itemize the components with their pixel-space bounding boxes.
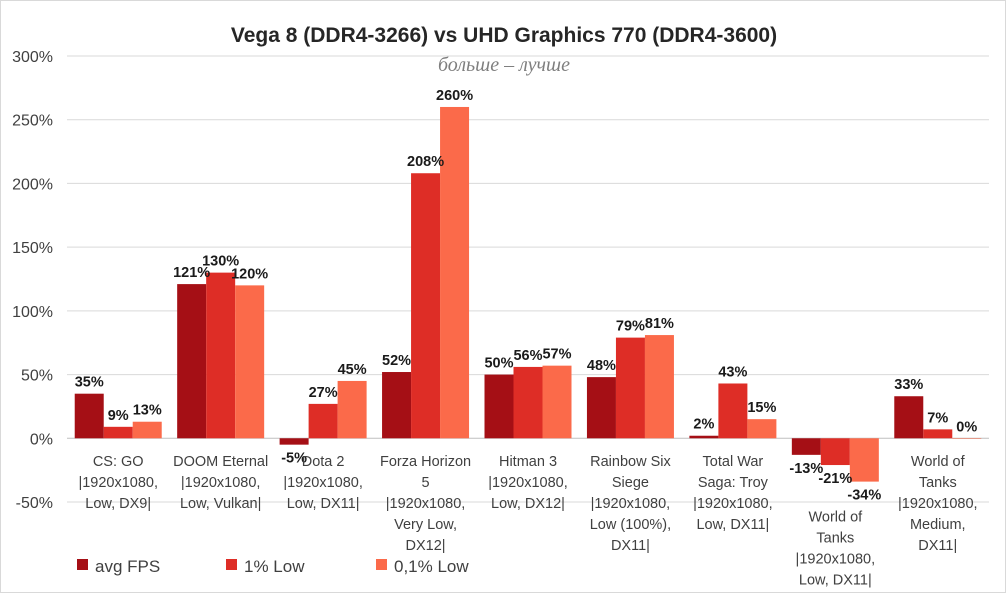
bar: [513, 366, 543, 439]
data-label: 43%: [718, 364, 747, 380]
legend: avg FPS 1% Low 0,1% Low: [77, 557, 469, 576]
data-label: 50%: [484, 356, 513, 372]
x-category-label: CS: GO |1920x1080, Low, DX9|: [78, 454, 158, 512]
bar: [411, 173, 441, 439]
chart-title: Vega 8 (DDR4-3266) vs UHD Graphics 770 (…: [231, 24, 777, 47]
data-label: 2%: [693, 417, 714, 433]
y-tick-label: 200%: [12, 176, 53, 193]
bar: [542, 365, 572, 439]
bar: [791, 438, 821, 455]
y-tick-label: 250%: [12, 113, 53, 130]
data-label: 35%: [75, 375, 104, 391]
data-label: -5%: [281, 451, 307, 467]
data-label: 33%: [894, 377, 923, 393]
data-label: -34%: [847, 488, 881, 504]
data-label: 13%: [133, 403, 162, 419]
legend-item: avg FPS: [77, 557, 160, 576]
bar: [206, 272, 236, 439]
bar: [132, 421, 162, 439]
legend-swatch: [77, 559, 88, 570]
legend-label: 1% Low: [244, 557, 305, 576]
y-tick-label: 0%: [30, 431, 53, 448]
y-tick-label: 300%: [12, 49, 53, 66]
x-category-label: Forza Horizon 5 |1920x1080, Very Low, DX12|: [380, 454, 471, 554]
data-label: 45%: [338, 362, 367, 378]
bar: [586, 377, 616, 439]
data-label: 0%: [956, 419, 977, 435]
legend-item: 1% Low: [226, 557, 305, 576]
legend-swatch: [226, 559, 237, 570]
bar: [440, 106, 470, 439]
data-label: 130%: [202, 254, 239, 270]
x-category-label: Total War Saga: Troy |1920x1080, Low, DX11|: [693, 454, 773, 533]
y-tick-label: -50%: [16, 495, 53, 512]
bar: [615, 337, 645, 439]
bar: [820, 438, 850, 466]
bar: [382, 372, 412, 439]
legend-label: 0,1% Low: [394, 557, 469, 576]
bar: [337, 380, 367, 439]
bar: [103, 426, 133, 439]
x-category-label: Rainbow Six Siege |1920x1080, Low (100%), DX…: [590, 454, 672, 554]
data-label: 79%: [616, 319, 645, 335]
data-label: 48%: [587, 358, 616, 374]
data-label: -13%: [789, 461, 823, 477]
data-label: 81%: [645, 316, 674, 332]
bar: [718, 383, 748, 439]
data-label: 27%: [309, 385, 338, 401]
bar: [177, 284, 207, 439]
legend-label: avg FPS: [95, 557, 160, 576]
x-category-label: Dota 2 |1920x1080, Low, DX11|: [283, 454, 363, 512]
bar: [952, 438, 982, 439]
chart-subtitle: больше – лучше: [438, 54, 570, 76]
x-axis-category-labels: CS: GO |1920x1080, Low, DX9| DOOM Eternal |1…: [78, 454, 977, 589]
bar: [308, 403, 338, 439]
x-category-label: World of Tanks |1920x1080, Medium, DX11|: [898, 454, 978, 554]
bar: [279, 438, 309, 445]
bar: [689, 435, 719, 439]
bar: [747, 419, 777, 439]
bar: [235, 285, 265, 439]
legend-item: 0,1% Low: [376, 557, 469, 576]
y-axis-tick-labels: -50% 0% 50% 100% 150% 200% 250% 300%: [12, 49, 53, 512]
data-label: -21%: [818, 471, 852, 487]
x-category-label: DOOM Eternal |1920x1080, Low, Vulkan|: [173, 454, 268, 512]
data-label: 120%: [231, 266, 268, 282]
bar: [74, 393, 104, 439]
data-label: 57%: [542, 347, 571, 363]
data-label: 56%: [513, 348, 542, 364]
legend-swatch: [376, 559, 387, 570]
bar: [644, 335, 674, 439]
y-tick-label: 150%: [12, 240, 53, 257]
bar: [923, 429, 953, 439]
bar: [894, 396, 924, 439]
data-labels: 35% 9% 13% 121%130%120% -5% 27%45% 52% 208% 260%…: [75, 88, 978, 504]
bar: [849, 438, 879, 482]
y-tick-label: 100%: [12, 304, 53, 321]
data-label: 7%: [927, 410, 948, 426]
bar: [484, 374, 514, 439]
x-category-label: Hitman 3 |1920x1080, Low, DX12|: [488, 454, 568, 512]
bars: [74, 106, 982, 482]
data-label: 121%: [173, 265, 210, 281]
data-label: 208%: [407, 154, 444, 170]
data-label: 9%: [108, 408, 129, 424]
data-label: 15%: [747, 400, 776, 416]
y-tick-label: 50%: [21, 368, 53, 385]
data-label: 260%: [436, 88, 473, 104]
x-category-label: World of Tanks |1920x1080, Low, DX11|: [796, 510, 876, 589]
data-label: 52%: [382, 353, 411, 369]
